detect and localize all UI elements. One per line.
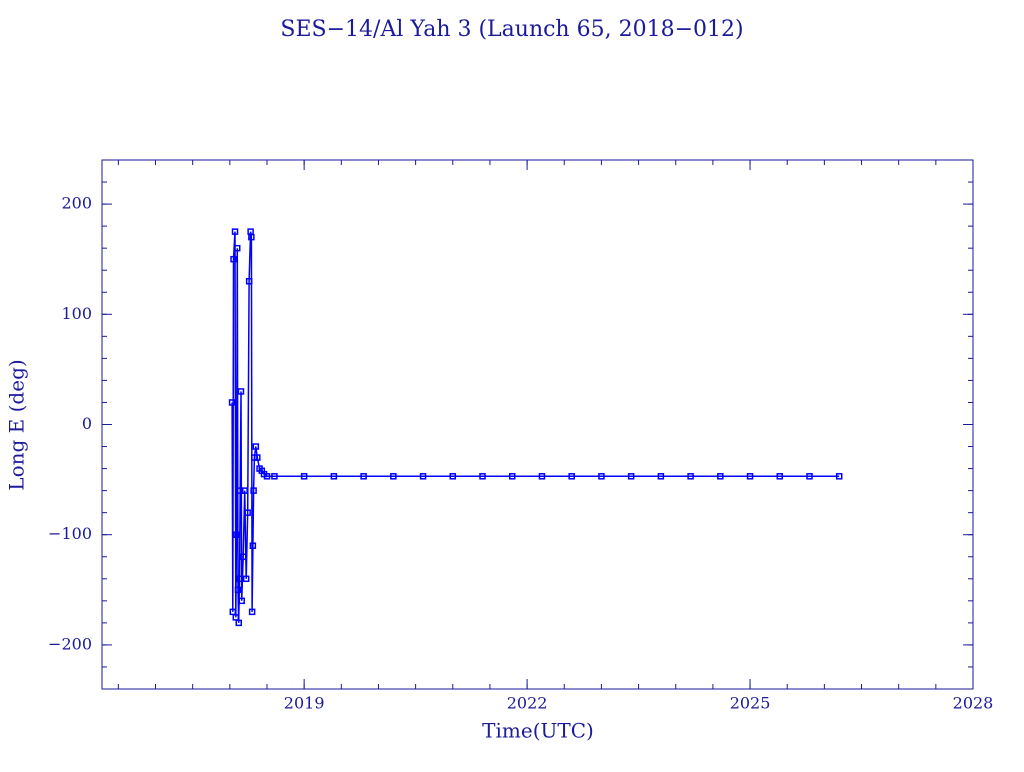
data-point <box>776 473 784 480</box>
data-point <box>598 473 605 480</box>
data-point <box>835 473 843 480</box>
data-point <box>538 473 546 480</box>
data-point <box>234 244 241 252</box>
x-tick-label: 2019 <box>284 694 325 713</box>
y-axis-label: Long E (deg) <box>5 359 29 490</box>
data-point <box>248 608 256 616</box>
data-point <box>249 542 257 549</box>
data-point <box>568 473 575 480</box>
data-point <box>228 399 236 406</box>
data-point <box>479 473 486 480</box>
x-tick-label: 2028 <box>953 694 994 713</box>
data-point <box>271 473 278 480</box>
y-tick-label: 0 <box>82 414 92 433</box>
y-tick-label: 100 <box>61 304 92 323</box>
data-point <box>235 619 242 627</box>
data-point <box>746 473 754 480</box>
data-point <box>248 233 255 241</box>
data-point <box>390 473 397 480</box>
data-point <box>241 487 248 494</box>
data-point <box>250 487 257 494</box>
data-point <box>419 473 427 480</box>
data-point <box>239 553 247 560</box>
data-point <box>330 473 338 480</box>
data-point <box>806 473 813 480</box>
data-point <box>717 473 724 480</box>
data-point <box>238 597 245 605</box>
data-point <box>236 575 243 583</box>
data-point <box>252 443 260 450</box>
data-point <box>508 473 516 480</box>
data-point <box>230 255 237 263</box>
data-point <box>237 388 245 395</box>
data-point <box>360 473 367 480</box>
chart-title: SES−14/Al Yah 3 (Launch 65, 2018−012) <box>280 17 743 42</box>
y-tick-label: −100 <box>48 524 92 543</box>
data-point <box>254 454 261 461</box>
x-tick-label: 2022 <box>507 694 548 713</box>
data-point <box>449 473 457 480</box>
x-axis-label: Time(UTC) <box>482 719 594 743</box>
data-point <box>231 228 239 235</box>
data-point <box>245 277 253 285</box>
data-line <box>231 231 840 623</box>
data-point <box>234 586 242 594</box>
x-tick-label: 2025 <box>730 694 771 713</box>
data-point <box>657 473 665 480</box>
data-point <box>627 473 635 480</box>
data-point <box>242 575 250 583</box>
data-point <box>300 473 308 480</box>
y-tick-label: −200 <box>48 634 92 653</box>
data-point <box>687 473 694 480</box>
data-point <box>244 509 251 516</box>
data-point <box>233 531 240 538</box>
y-tick-label: 200 <box>61 194 92 213</box>
data-point <box>263 473 271 480</box>
